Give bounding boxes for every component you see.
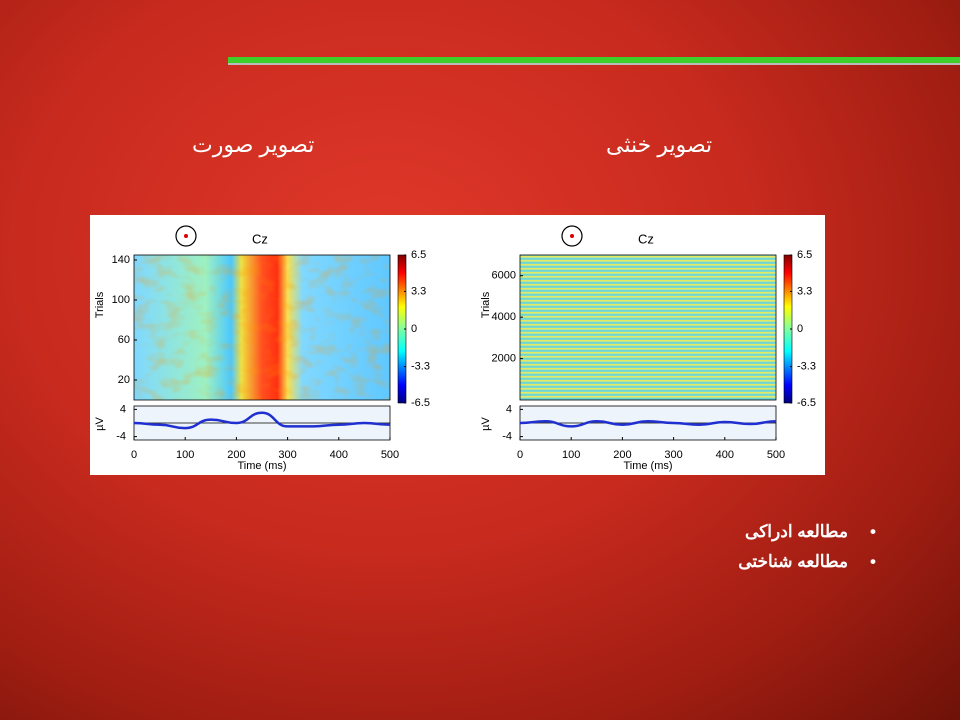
colorbar-tick-label: 6.5 [797,249,812,261]
image-y-tick-label: 6000 [492,270,516,282]
x-tick-label: 500 [381,449,399,461]
image-y-tick-label: 2000 [492,352,516,364]
colorbar-tick-label: -6.5 [411,397,430,409]
y-tick-label: 4 [120,403,126,415]
y-tick-label: -4 [502,431,512,443]
erp-trace [519,420,777,428]
image-y-tick-label: 4000 [492,311,516,323]
electrode [184,234,188,238]
top-rule [228,57,960,65]
head-icon [175,225,197,247]
image-frame [519,254,777,401]
bullet: مطالعه ادراکی [745,522,876,542]
x-tick-label: 400 [716,449,734,461]
x-label: Time (ms) [237,460,286,472]
y-label: µV [94,417,106,431]
x-tick-label: 0 [131,449,137,461]
electrode [570,234,574,238]
x-tick-label: 300 [664,449,682,461]
heading: تصویر صورت [192,132,315,157]
image-y-tick-label: 140 [112,254,130,266]
erp-image-texture [134,255,390,400]
y-tick-label: -4 [116,431,126,443]
colorbar-tick-label: -6.5 [797,397,816,409]
x-tick-label: 200 [227,449,245,461]
x-tick-label: 400 [330,449,348,461]
colorbar-tick-label: 3.3 [411,285,426,297]
colorbar-tick-label: -3.3 [797,360,816,372]
x-tick-label: 300 [278,449,296,461]
x-tick-label: 100 [176,449,194,461]
erp-trace [133,411,391,430]
colorbar-tick-label: 6.5 [411,249,426,261]
head-icon [561,225,583,247]
erp-image [520,255,776,400]
image-y-label: Trials [94,291,106,318]
y-label: µV [480,417,492,431]
colorbar-tick-label: -3.3 [411,360,430,372]
colorbar-tick-label: 0 [797,323,803,335]
x-tick-label: 0 [517,449,523,461]
image-y-tick-label: 60 [118,334,130,346]
y-tick-label: 4 [506,403,512,415]
x-tick-label: 100 [562,449,580,461]
image-frame [133,254,391,401]
x-label: Time (ms) [623,460,672,472]
image-y-label: Trials [480,291,492,318]
image-y-tick-label: 100 [112,294,130,306]
colorbar-tick-label: 3.3 [797,285,812,297]
x-tick-label: 500 [767,449,785,461]
bullet: مطالعه شناختی [738,552,876,572]
colorbar-tick-label: 0 [411,323,417,335]
chart-title: Cz [638,231,654,246]
image-y-tick-label: 20 [118,374,130,386]
x-tick-label: 200 [613,449,631,461]
chart-title: Cz [252,231,268,246]
heading: تصویر خنثی [606,132,713,157]
